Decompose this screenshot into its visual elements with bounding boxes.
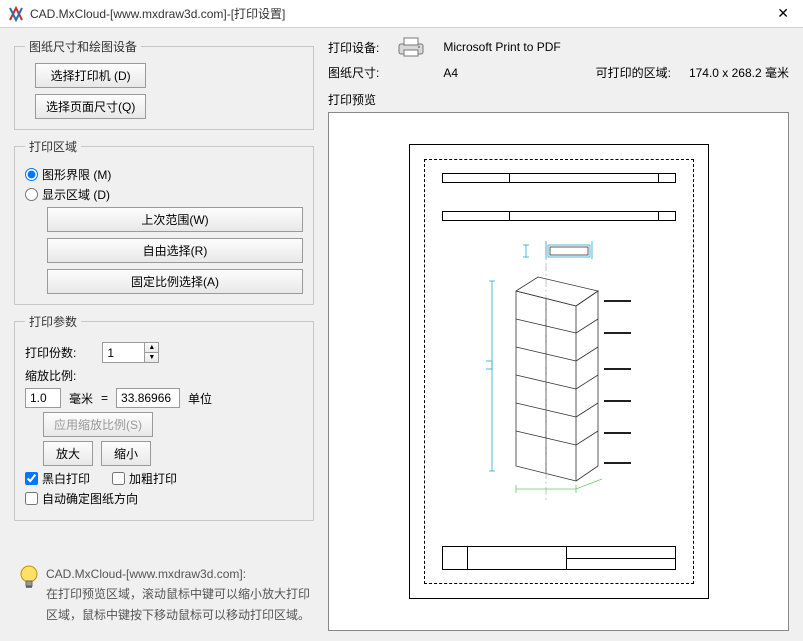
area-value: 174.0 x 268.2 毫米 bbox=[689, 64, 789, 81]
select-paper-button[interactable]: 选择页面尺寸(Q) bbox=[35, 94, 146, 119]
left-column: 图纸尺寸和绘图设备 选择打印机 (D) 选择页面尺寸(Q) 打印区域 图形界限 … bbox=[14, 38, 314, 631]
title-block-bottom bbox=[442, 546, 676, 570]
copies-input[interactable] bbox=[102, 342, 144, 363]
paper-label: 图纸尺寸: bbox=[328, 64, 379, 81]
titlebar: CAD.MxCloud-[www.mxdraw3d.com]-[打印设置] ✕ bbox=[0, 0, 803, 28]
orient-check-row[interactable]: 自动确定图纸方向 bbox=[25, 490, 303, 507]
mm-label: 毫米 bbox=[69, 390, 93, 407]
radio-limits-label: 图形界限 (M) bbox=[42, 166, 111, 183]
free-select-button[interactable]: 自由选择(R) bbox=[47, 238, 303, 263]
copies-label: 打印份数: bbox=[25, 344, 76, 361]
radio-limits-row[interactable]: 图形界限 (M) bbox=[25, 166, 303, 183]
bw-label: 黑白打印 bbox=[42, 470, 90, 487]
bw-check-row[interactable]: 黑白打印 加粗打印 bbox=[25, 470, 303, 487]
bw-checkbox[interactable] bbox=[25, 472, 38, 485]
device-value: Microsoft Print to PDF bbox=[443, 40, 577, 54]
window-title: CAD.MxCloud-[www.mxdraw3d.com]-[打印设置] bbox=[30, 5, 771, 22]
scale-left-input[interactable] bbox=[25, 388, 61, 408]
zoom-in-button[interactable]: 放大 bbox=[43, 441, 93, 466]
preview-frame[interactable] bbox=[328, 112, 789, 631]
drawing-area bbox=[436, 171, 682, 572]
scale-right-input[interactable] bbox=[116, 388, 180, 408]
app-logo-icon bbox=[8, 6, 24, 22]
params-legend: 打印参数 bbox=[25, 313, 81, 330]
hint-title: CAD.MxCloud-[www.mxdraw3d.com]: bbox=[46, 567, 246, 581]
title-block-top bbox=[442, 173, 676, 183]
device-legend: 图纸尺寸和绘图设备 bbox=[25, 38, 141, 55]
title-block-top2 bbox=[442, 211, 676, 221]
copies-down-icon[interactable]: ▼ bbox=[145, 353, 158, 362]
select-printer-button[interactable]: 选择打印机 (D) bbox=[35, 63, 146, 88]
eq-label: = bbox=[101, 391, 108, 405]
copies-spinner[interactable]: ▲ ▼ bbox=[102, 342, 159, 363]
right-column: 打印设备: Microsoft Print to PDF 图纸尺寸: A4 可打… bbox=[328, 38, 789, 631]
device-info: 打印设备: Microsoft Print to PDF 图纸尺寸: A4 可打… bbox=[328, 36, 789, 81]
device-label: 打印设备: bbox=[328, 39, 379, 56]
bold-checkbox[interactable] bbox=[112, 472, 125, 485]
fixed-scale-button[interactable]: 固定比例选择(A) bbox=[47, 269, 303, 294]
device-fieldset: 图纸尺寸和绘图设备 选择打印机 (D) 选择页面尺寸(Q) bbox=[14, 38, 314, 130]
lightbulb-icon bbox=[18, 564, 40, 592]
paper-value: A4 bbox=[443, 66, 577, 80]
cabinet-drawing bbox=[486, 241, 646, 501]
preview-page bbox=[409, 144, 709, 599]
hint-box: CAD.MxCloud-[www.mxdraw3d.com]: 在打印预览区域，… bbox=[14, 558, 314, 631]
radio-display-label: 显示区域 (D) bbox=[42, 186, 110, 203]
zoom-out-button[interactable]: 缩小 bbox=[101, 441, 151, 466]
apply-scale-button: 应用缩放比例(S) bbox=[43, 412, 153, 437]
area-label: 可打印的区域: bbox=[596, 64, 671, 81]
radio-display[interactable] bbox=[25, 188, 38, 201]
region-fieldset: 打印区域 图形界限 (M) 显示区域 (D) 上次范围(W) 自由选择(R) 固… bbox=[14, 138, 314, 305]
close-button[interactable]: ✕ bbox=[771, 5, 795, 22]
printer-icon bbox=[397, 36, 425, 58]
preview-label: 打印预览 bbox=[328, 91, 789, 108]
hint-body: 在打印预览区域，滚动鼠标中键可以缩小放大打印区域，鼠标中键按下移动鼠标可以移动打… bbox=[46, 587, 310, 621]
dialog-content: 图纸尺寸和绘图设备 选择打印机 (D) 选择页面尺寸(Q) 打印区域 图形界限 … bbox=[0, 28, 803, 641]
scale-label: 缩放比例: bbox=[25, 367, 76, 384]
region-legend: 打印区域 bbox=[25, 138, 81, 155]
unit-label: 单位 bbox=[188, 390, 212, 407]
orient-label: 自动确定图纸方向 bbox=[42, 490, 138, 507]
orient-checkbox[interactable] bbox=[25, 492, 38, 505]
radio-display-row[interactable]: 显示区域 (D) bbox=[25, 186, 303, 203]
bold-label: 加粗打印 bbox=[129, 470, 177, 487]
copies-up-icon[interactable]: ▲ bbox=[145, 343, 158, 353]
last-range-button[interactable]: 上次范围(W) bbox=[47, 207, 303, 232]
params-fieldset: 打印参数 打印份数: ▲ ▼ 缩放比例: 毫米 = bbox=[14, 313, 314, 521]
radio-limits[interactable] bbox=[25, 168, 38, 181]
